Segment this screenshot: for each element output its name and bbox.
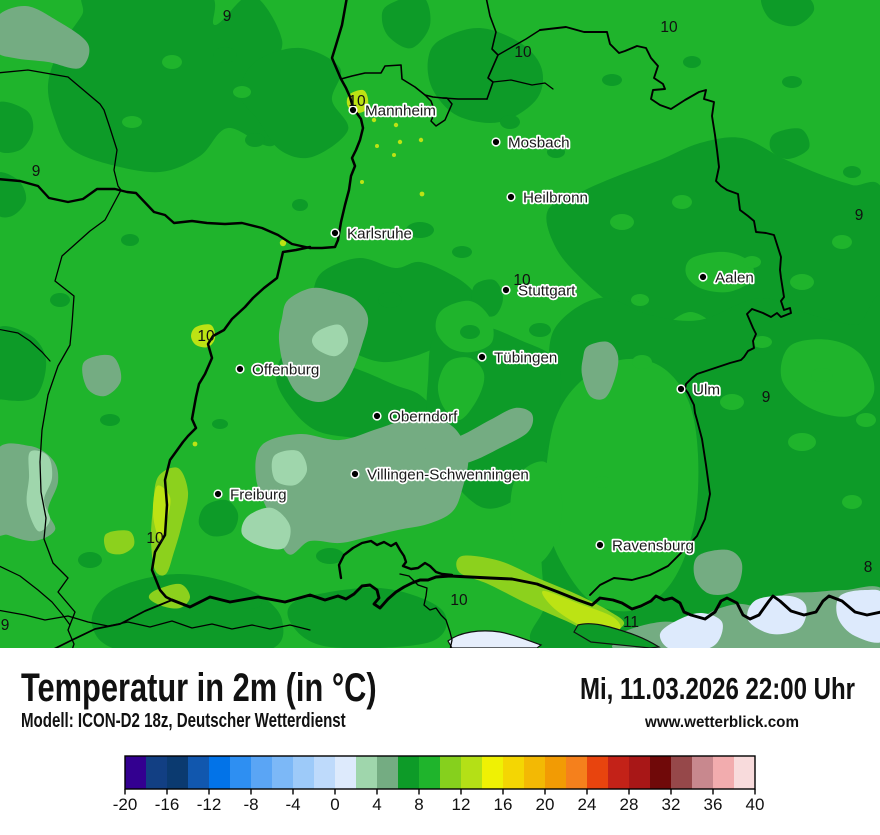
svg-text:9: 9 <box>1 617 10 634</box>
svg-text:8: 8 <box>414 795 423 814</box>
svg-text:Freiburg: Freiburg <box>230 487 287 504</box>
svg-text:-12: -12 <box>197 795 222 814</box>
svg-text:Villingen-Schwenningen: Villingen-Schwenningen <box>367 467 529 484</box>
svg-text:10: 10 <box>348 93 366 110</box>
svg-text:36: 36 <box>704 795 723 814</box>
svg-text:16: 16 <box>494 795 513 814</box>
svg-text:Ulm: Ulm <box>693 382 720 399</box>
svg-text:Temperatur in 2m (in °C): Temperatur in 2m (in °C) <box>21 665 377 710</box>
svg-text:32: 32 <box>662 795 681 814</box>
svg-text:Tübingen: Tübingen <box>494 350 557 367</box>
svg-text:9: 9 <box>762 389 771 406</box>
svg-text:9: 9 <box>32 163 41 180</box>
svg-text:Oberndorf: Oberndorf <box>389 409 458 426</box>
svg-text:Ravensburg: Ravensburg <box>612 538 694 555</box>
svg-text:Mannheim: Mannheim <box>365 103 436 120</box>
svg-text:10: 10 <box>197 328 215 345</box>
svg-text:10: 10 <box>514 44 532 61</box>
svg-text:9: 9 <box>855 207 864 224</box>
svg-text:-16: -16 <box>155 795 180 814</box>
svg-text:-20: -20 <box>113 795 138 814</box>
svg-text:Mi, 11.03.2026 22:00 Uhr: Mi, 11.03.2026 22:00 Uhr <box>580 671 855 706</box>
svg-text:8: 8 <box>864 559 873 576</box>
svg-text:-4: -4 <box>285 795 300 814</box>
svg-text:Heilbronn: Heilbronn <box>523 190 588 207</box>
svg-text:9: 9 <box>223 8 232 25</box>
svg-text:0: 0 <box>330 795 339 814</box>
svg-text:10: 10 <box>450 592 468 609</box>
svg-text:40: 40 <box>746 795 765 814</box>
svg-text:Modell: ICON-D2 18z, Deutscher: Modell: ICON-D2 18z, Deutscher Wetterdie… <box>21 709 346 732</box>
svg-text:24: 24 <box>578 795 597 814</box>
svg-text:Karlsruhe: Karlsruhe <box>347 226 412 243</box>
svg-text:11: 11 <box>623 614 639 631</box>
svg-text:Aalen: Aalen <box>715 270 754 287</box>
svg-text:20: 20 <box>536 795 555 814</box>
svg-text:-8: -8 <box>243 795 258 814</box>
svg-text:12: 12 <box>452 795 471 814</box>
svg-text:10: 10 <box>660 19 678 36</box>
svg-text:www.wetterblick.com: www.wetterblick.com <box>644 714 799 731</box>
svg-text:10: 10 <box>146 530 164 547</box>
svg-text:Stuttgart: Stuttgart <box>518 283 576 300</box>
svg-text:28: 28 <box>620 795 639 814</box>
svg-text:4: 4 <box>372 795 381 814</box>
svg-text:Offenburg: Offenburg <box>252 362 319 379</box>
svg-text:10: 10 <box>513 272 531 289</box>
svg-text:Mosbach: Mosbach <box>508 135 570 152</box>
